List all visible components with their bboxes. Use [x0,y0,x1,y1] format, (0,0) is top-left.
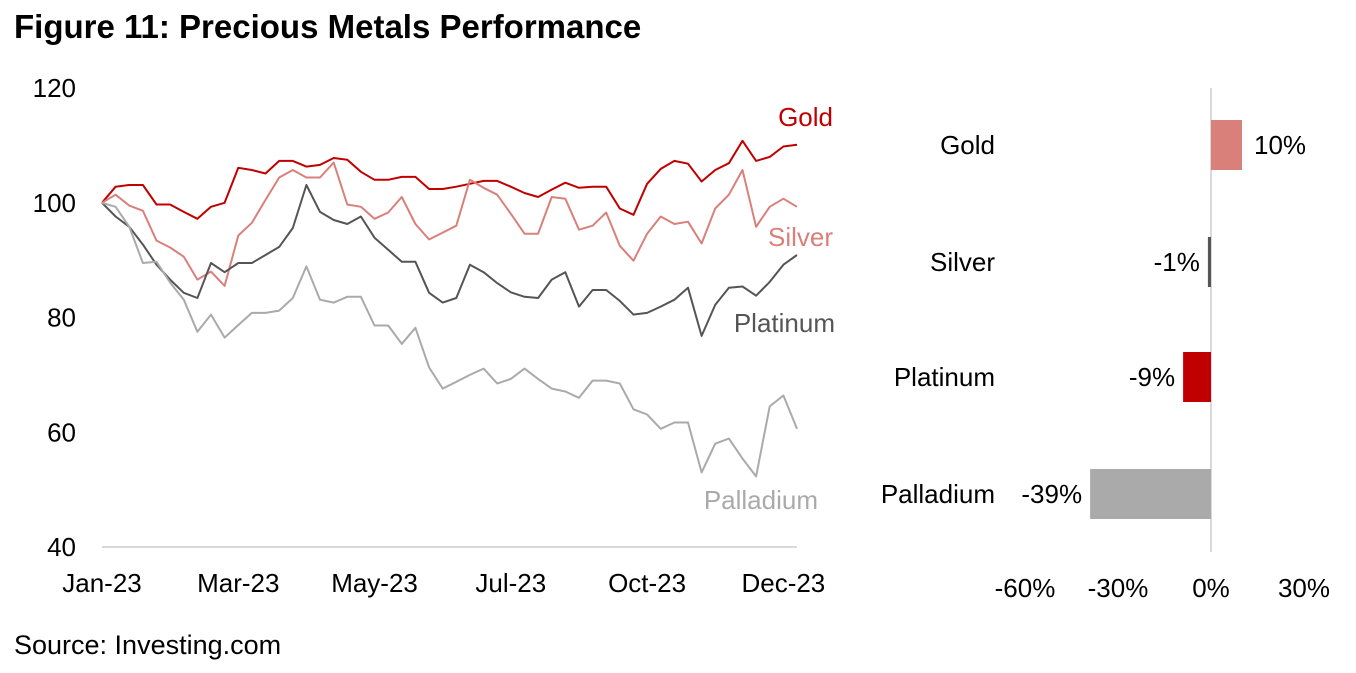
bar-category-label: Gold [940,130,995,160]
x-tick-label: Jan-23 [62,568,142,598]
y-tick-label: 80 [47,303,76,333]
bar-x-tick-label: 0% [1192,573,1230,603]
series-line-platinum [101,184,798,337]
bar-value-label: -39% [1021,479,1082,509]
bar-x-tick-label: -30% [1088,573,1149,603]
source-note: Source: Investing.com [14,630,282,660]
bar-x-tick-label: -60% [995,573,1056,603]
y-tick-label: 120 [33,73,76,103]
bar-x-tick-label: 30% [1278,573,1330,603]
bar-category-label: Palladium [881,479,995,509]
bar-value-label: -9% [1129,362,1175,392]
x-tick-label: Jul-23 [475,568,546,598]
y-tick-label: 100 [33,188,76,218]
bar-category-label: Silver [930,247,995,277]
series-line-palladium [101,201,798,478]
figure-title: Figure 11: Precious Metals Performance [14,8,642,45]
x-tick-label: Mar-23 [197,568,279,598]
series-line-gold [101,139,798,220]
bar-palladium [1090,469,1211,519]
bar-value-label: 10% [1254,130,1306,160]
x-tick-label: Oct-23 [608,568,686,598]
y-tick-label: 60 [47,417,76,447]
bar-category-label: Platinum [894,362,995,392]
bar-platinum [1183,352,1211,402]
bar-value-label: -1% [1154,247,1200,277]
series-label-silver: Silver [768,222,833,252]
series-line-silver [101,161,798,287]
series-label-platinum: Platinum [734,308,835,338]
series-label-gold: Gold [778,102,833,132]
series-label-palladium: Palladium [704,485,818,515]
bar-gold [1211,120,1242,170]
y-tick-label: 40 [47,532,76,562]
bar-silver [1207,237,1211,287]
x-tick-label: Dec-23 [741,568,825,598]
x-tick-label: May-23 [331,568,418,598]
